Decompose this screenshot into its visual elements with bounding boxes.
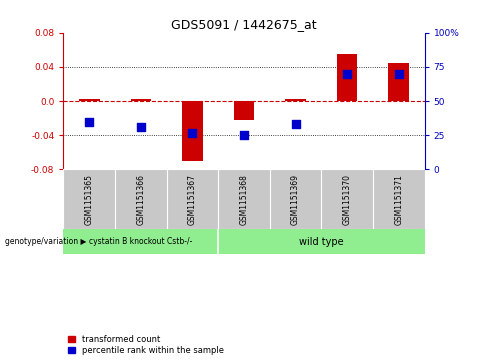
Bar [388, 62, 409, 101]
Text: GSM1151367: GSM1151367 [188, 174, 197, 225]
Text: cystatin B knockout Cstb-/-: cystatin B knockout Cstb-/- [89, 237, 192, 246]
Bar [79, 99, 100, 101]
Title: GDS5091 / 1442675_at: GDS5091 / 1442675_at [171, 19, 317, 32]
Bar [337, 54, 358, 101]
Text: GSM1151370: GSM1151370 [343, 174, 352, 225]
Text: genotype/variation ▶: genotype/variation ▶ [5, 237, 86, 246]
Point [395, 71, 403, 77]
Text: GSM1151368: GSM1151368 [240, 174, 248, 225]
Point [85, 119, 93, 125]
Bar [182, 101, 203, 161]
Point [137, 124, 145, 130]
Bar [285, 99, 306, 101]
Text: wild type: wild type [299, 237, 344, 247]
Point [240, 132, 248, 138]
Text: GSM1151371: GSM1151371 [394, 174, 403, 225]
Text: GSM1151365: GSM1151365 [85, 174, 94, 225]
Text: GSM1151366: GSM1151366 [136, 174, 145, 225]
Point [188, 130, 196, 135]
Point [292, 121, 300, 127]
Text: GSM1151369: GSM1151369 [291, 174, 300, 225]
Bar [234, 101, 254, 120]
Point [343, 71, 351, 77]
Bar [130, 99, 151, 101]
Legend: transformed count, percentile rank within the sample: transformed count, percentile rank withi… [68, 335, 224, 355]
